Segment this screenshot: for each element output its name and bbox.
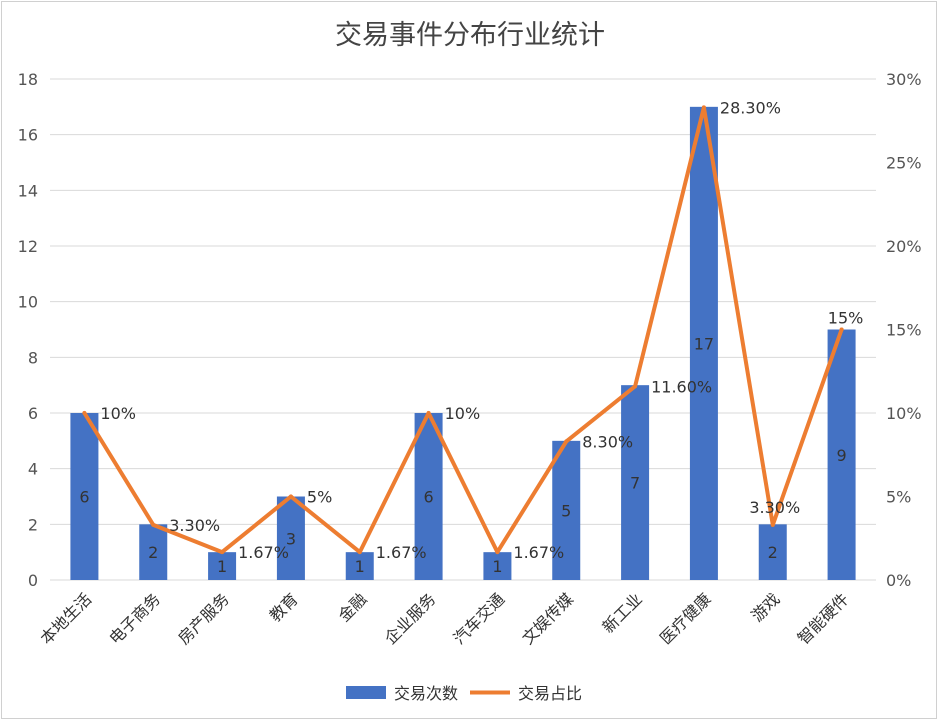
right-axis-tick-label: 5% bbox=[886, 488, 911, 507]
bar-data-label: 1 bbox=[492, 557, 502, 576]
right-axis-tick-label: 25% bbox=[886, 154, 922, 173]
line-data-label: 28.30% bbox=[720, 98, 781, 117]
line-data-label: 15% bbox=[828, 309, 864, 328]
category-tick-label: 智能硬件 bbox=[794, 589, 853, 648]
category-tick-label: 房产服务 bbox=[174, 589, 233, 648]
left-axis-tick-label: 6 bbox=[28, 404, 38, 423]
line-series bbox=[82, 105, 844, 555]
line-point bbox=[220, 550, 225, 555]
bar-data-label: 2 bbox=[768, 543, 778, 562]
line-data-label: 5% bbox=[307, 488, 332, 507]
category-tick-label: 汽车交通 bbox=[450, 589, 509, 648]
line-data-label: 3.30% bbox=[749, 498, 800, 517]
category-tick-label: 游戏 bbox=[748, 589, 784, 625]
line-point bbox=[701, 105, 706, 110]
bar-data-label: 3 bbox=[286, 529, 296, 548]
line-data-label: 8.30% bbox=[582, 432, 633, 451]
bar-series bbox=[70, 106, 856, 580]
right-axis-tick-label: 20% bbox=[886, 237, 922, 256]
line-point bbox=[151, 522, 156, 527]
category-tick-label: 电子商务 bbox=[105, 589, 164, 648]
legend-bar-swatch bbox=[346, 686, 386, 699]
category-tick-label: 文娱传媒 bbox=[518, 589, 577, 648]
category-tick-label: 新工业 bbox=[599, 589, 646, 636]
category-tick-label: 医疗健康 bbox=[656, 589, 715, 648]
category-axis: 本地生活 电子商务 房产服务 教育 金融 企业服务 汽车交通 文娱传媒 新工业 医疗健康 游戏 智能硬… bbox=[37, 589, 853, 648]
line-point bbox=[495, 550, 500, 555]
right-axis-tick-label: 10% bbox=[886, 404, 922, 423]
bar-data-label: 6 bbox=[79, 488, 89, 507]
right-axis-tick-label: 0% bbox=[886, 571, 911, 590]
bar-data-label: 5 bbox=[561, 501, 571, 520]
bar-data-label: 6 bbox=[423, 488, 433, 507]
left-axis-tick-label: 0 bbox=[28, 571, 38, 590]
bar-data-label: 2 bbox=[148, 543, 158, 562]
chart-title: 交易事件分布行业统计 bbox=[335, 20, 605, 51]
bar-data-label: 9 bbox=[836, 446, 846, 465]
right-axis-tick-label: 30% bbox=[886, 70, 922, 89]
line-data-label: 1.67% bbox=[376, 543, 427, 562]
bar bbox=[139, 524, 168, 580]
line-data-label: 1.67% bbox=[238, 543, 289, 562]
bar bbox=[827, 329, 856, 580]
bar bbox=[276, 496, 305, 580]
line-data-label: 10% bbox=[445, 404, 481, 423]
left-axis-tick-label: 12 bbox=[18, 237, 38, 256]
bar-data-labels: 6 2 1 3 1 6 1 5 7 17 2 9 bbox=[79, 334, 846, 576]
category-tick-label: 企业服务 bbox=[381, 589, 440, 648]
left-axis-tick-label: 18 bbox=[18, 70, 38, 89]
line-point bbox=[426, 411, 431, 415]
left-axis: 0 2 4 6 8 10 12 14 16 18 bbox=[18, 70, 38, 590]
legend-bar-label: 交易次数 bbox=[394, 684, 458, 703]
bar bbox=[483, 552, 512, 580]
bar bbox=[689, 106, 718, 580]
line-data-label: 1.67% bbox=[513, 543, 564, 562]
gridlines bbox=[50, 78, 876, 581]
line-point bbox=[288, 494, 293, 499]
line-data-label: 11.60% bbox=[651, 377, 712, 396]
line-point bbox=[633, 384, 638, 389]
line-point bbox=[82, 411, 87, 415]
left-axis-tick-label: 2 bbox=[28, 515, 38, 534]
right-axis-tick-label: 15% bbox=[886, 321, 922, 340]
legend-line-label: 交易占比 bbox=[518, 684, 582, 703]
bar-data-label: 7 bbox=[630, 474, 640, 493]
bar bbox=[414, 413, 443, 580]
line-point bbox=[770, 522, 775, 527]
line-point bbox=[564, 439, 569, 444]
bar bbox=[552, 440, 581, 580]
left-axis-tick-label: 14 bbox=[18, 181, 38, 200]
left-axis-tick-label: 8 bbox=[28, 348, 38, 367]
line-path bbox=[82, 105, 844, 555]
right-axis: 0% 5% 10% 15% 20% 25% 30% bbox=[886, 70, 922, 590]
category-tick-label: 本地生活 bbox=[37, 589, 96, 648]
line-data-labels: 10% 3.30% 1.67% 5% 1.67% 10% 1.67% 8.30% 11.60% 2… bbox=[100, 98, 863, 562]
bar bbox=[345, 552, 374, 580]
bar bbox=[758, 524, 787, 580]
left-axis-tick-label: 16 bbox=[18, 126, 38, 145]
line-data-label: 3.30% bbox=[169, 516, 220, 535]
left-axis-tick-label: 10 bbox=[18, 293, 38, 312]
bar bbox=[621, 385, 650, 580]
bar-data-label: 1 bbox=[217, 557, 227, 576]
bar-data-label: 17 bbox=[694, 334, 714, 353]
line-point bbox=[839, 327, 844, 332]
line-point bbox=[357, 550, 362, 555]
legend: 交易次数 交易占比 bbox=[346, 684, 582, 703]
category-tick-label: 教育 bbox=[266, 589, 302, 625]
bar-data-label: 1 bbox=[355, 557, 365, 576]
bar bbox=[70, 413, 99, 580]
bar bbox=[208, 552, 237, 580]
category-tick-label: 金融 bbox=[335, 589, 371, 625]
left-axis-tick-label: 4 bbox=[28, 460, 38, 479]
line-data-label: 10% bbox=[100, 404, 136, 423]
